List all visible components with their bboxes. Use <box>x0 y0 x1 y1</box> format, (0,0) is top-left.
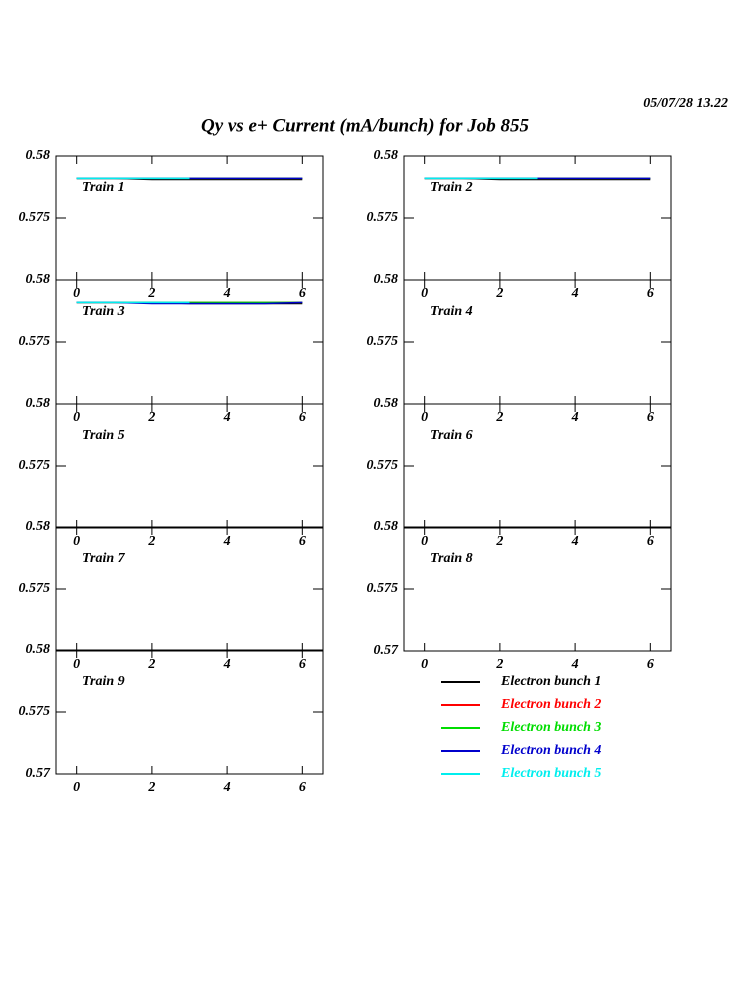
panel-frame <box>403 279 672 405</box>
y-tick-label: 0.58 <box>374 519 399 534</box>
legend-label: Electron bunch 5 <box>500 766 601 781</box>
legend-label: Electron bunch 1 <box>500 674 601 689</box>
panel-title: Train 7 <box>82 551 126 566</box>
panel-title: Train 8 <box>430 551 473 566</box>
panel-frame <box>55 279 324 405</box>
x-tick-label: 6 <box>647 410 654 425</box>
y-tick-label: 0.58 <box>374 272 399 287</box>
panel-title: Train 5 <box>82 428 125 443</box>
y-tick-label: 0.575 <box>367 210 399 225</box>
legend-label: Electron bunch 4 <box>500 743 601 758</box>
panel-title: Train 6 <box>430 428 473 443</box>
panel-frame <box>403 155 672 281</box>
x-tick-label: 0 <box>73 286 80 301</box>
x-tick-label: 6 <box>647 657 654 672</box>
x-tick-label: 0 <box>73 410 80 425</box>
x-tick-label: 6 <box>299 286 306 301</box>
x-tick-label: 2 <box>495 286 503 301</box>
y-tick-label: 0.575 <box>367 334 399 349</box>
y-tick-label: 0.58 <box>374 396 399 411</box>
y-tick-label: 0.58 <box>26 272 51 287</box>
x-tick-label: 4 <box>223 286 231 301</box>
y-tick-label: 0.575 <box>19 581 51 596</box>
y-tick-label: 0.575 <box>19 210 51 225</box>
panel-frame <box>403 526 672 652</box>
y-tick-label: 0.58 <box>26 519 51 534</box>
x-tick-label: 6 <box>299 410 306 425</box>
x-tick-label: 2 <box>147 286 155 301</box>
panel-frame <box>55 526 324 652</box>
x-tick-label: 4 <box>571 534 579 549</box>
x-tick-label: 4 <box>223 780 231 795</box>
y-tick-label: 0.575 <box>19 458 51 473</box>
x-tick-label: 2 <box>147 410 155 425</box>
x-tick-label: 0 <box>73 534 80 549</box>
y-tick-label: 0.58 <box>26 396 51 411</box>
x-tick-label: 6 <box>299 534 306 549</box>
x-tick-label: 4 <box>223 410 231 425</box>
x-tick-label: 2 <box>147 780 155 795</box>
panel-title: Train 9 <box>82 674 125 689</box>
x-tick-label: 6 <box>299 780 306 795</box>
y-tick-label: 0.575 <box>367 458 399 473</box>
x-tick-label: 0 <box>421 534 428 549</box>
x-tick-label: 0 <box>421 657 428 672</box>
y-tick-label: 0.58 <box>374 148 399 163</box>
x-tick-label: 6 <box>647 286 654 301</box>
x-tick-label: 2 <box>495 410 503 425</box>
x-tick-label: 4 <box>571 286 579 301</box>
y-tick-label: 0.57 <box>26 766 52 781</box>
legend-label: Electron bunch 3 <box>500 720 601 735</box>
y-tick-label: 0.575 <box>367 581 399 596</box>
y-tick-label: 0.58 <box>26 642 51 657</box>
x-tick-label: 0 <box>421 410 428 425</box>
page-title: Qy vs e+ Current (mA/bunch) for Job 855 <box>201 115 530 136</box>
y-tick-label: 0.575 <box>19 334 51 349</box>
x-tick-label: 4 <box>571 657 579 672</box>
x-tick-label: 4 <box>223 534 231 549</box>
x-tick-label: 6 <box>299 657 306 672</box>
x-tick-label: 0 <box>421 286 428 301</box>
legend-label: Electron bunch 2 <box>500 697 601 712</box>
x-tick-label: 0 <box>73 657 80 672</box>
x-tick-label: 4 <box>223 657 231 672</box>
panel-title: Train 2 <box>430 180 473 195</box>
x-tick-label: 2 <box>495 657 503 672</box>
x-tick-label: 2 <box>147 534 155 549</box>
panel-frame <box>55 155 324 281</box>
y-tick-label: 0.57 <box>374 643 400 658</box>
panel-frame <box>55 649 324 775</box>
x-tick-label: 4 <box>571 410 579 425</box>
panel-frame <box>403 403 672 529</box>
x-tick-label: 6 <box>647 534 654 549</box>
x-tick-label: 0 <box>73 780 80 795</box>
panel-title: Train 3 <box>82 304 125 319</box>
panel-title: Train 4 <box>430 304 473 319</box>
panel-title: Train 1 <box>82 180 125 195</box>
timestamp: 05/07/28 13.22 <box>643 96 728 111</box>
panel-frame <box>55 403 324 529</box>
x-tick-label: 2 <box>147 657 155 672</box>
y-tick-label: 0.58 <box>26 148 51 163</box>
x-tick-label: 2 <box>495 534 503 549</box>
y-tick-label: 0.575 <box>19 704 51 719</box>
